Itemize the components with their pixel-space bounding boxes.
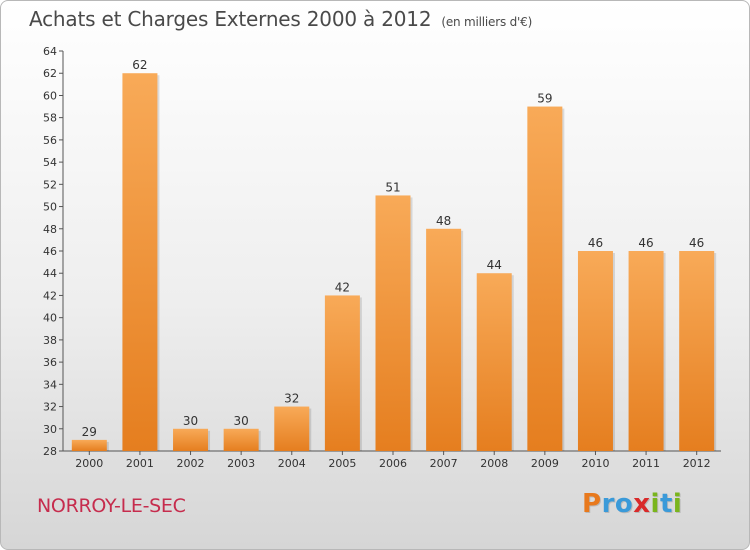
data-label: 29 <box>82 425 97 439</box>
data-label: 32 <box>284 392 299 406</box>
x-tick-label: 2000 <box>75 457 103 470</box>
y-tick-label: 54 <box>43 156 57 169</box>
bar <box>274 406 310 451</box>
bar <box>679 251 715 451</box>
bar <box>577 251 613 451</box>
y-tick-label: 58 <box>43 112 57 125</box>
y-tick-label: 44 <box>43 267 57 280</box>
x-tick-label: 2007 <box>430 457 458 470</box>
chart-title: Achats et Charges Externes 2000 à 2012 (e… <box>29 7 532 31</box>
x-tick-label: 2006 <box>379 457 407 470</box>
bars-group <box>71 73 717 452</box>
logo-letter: o <box>614 489 634 519</box>
y-tick-label: 60 <box>43 89 57 102</box>
x-tick-label: 2009 <box>531 457 559 470</box>
logo-letter: t <box>659 489 673 519</box>
x-tick-label: 2010 <box>581 457 609 470</box>
y-tick-label: 50 <box>43 201 57 214</box>
data-label: 48 <box>436 214 451 228</box>
x-tick-label: 2008 <box>480 457 508 470</box>
bar <box>476 273 512 451</box>
y-tick-label: 48 <box>43 223 57 236</box>
x-tick-label: 2004 <box>278 457 306 470</box>
bar <box>122 73 158 451</box>
bar <box>628 251 664 451</box>
logo-letter: x <box>633 489 651 519</box>
y-tick-label: 52 <box>43 178 57 191</box>
data-label: 46 <box>638 236 653 250</box>
y-tick-label: 28 <box>43 445 57 458</box>
data-label: 46 <box>588 236 603 250</box>
y-tick-label: 40 <box>43 312 57 325</box>
bar <box>375 195 411 451</box>
y-tick-label: 30 <box>43 423 57 436</box>
data-label: 46 <box>689 236 704 250</box>
logo-letter: i <box>650 489 660 519</box>
bar <box>426 228 462 451</box>
bar <box>223 428 259 451</box>
x-tick-label: 2002 <box>177 457 205 470</box>
x-tick-label: 2005 <box>328 457 356 470</box>
bar <box>71 439 107 451</box>
axes-group: 28 30 32 34 36 38 40 42 44 46 48 50 52 54 56 58 60 62 64 <box>43 45 721 458</box>
y-tick-label: 56 <box>43 134 57 147</box>
data-label: 30 <box>183 414 198 428</box>
y-tick-label: 34 <box>43 378 57 391</box>
y-tick-label: 64 <box>43 45 57 58</box>
y-tick-label: 46 <box>43 245 57 258</box>
y-tick-label: 36 <box>43 356 57 369</box>
y-tick-label: 32 <box>43 401 57 414</box>
bar <box>527 106 563 452</box>
town-name: NORROY-LE-SEC <box>37 495 186 517</box>
chart-unit-label: (en milliers d'€) <box>441 15 533 29</box>
data-label: 44 <box>487 258 502 272</box>
x-tick-label: 2003 <box>227 457 255 470</box>
logo-letter: i <box>672 489 683 519</box>
x-tick-label: 2001 <box>126 457 154 470</box>
data-label: 59 <box>537 92 552 106</box>
data-label: 51 <box>385 180 400 194</box>
data-label: 30 <box>234 414 249 428</box>
x-tick-label: 2011 <box>632 457 660 470</box>
labels-group: 29 2000 62 2001 30 2002 30 2003 32 2004 42 2005 51 20… <box>75 58 710 470</box>
x-tick-label: 2012 <box>683 457 711 470</box>
data-label: 62 <box>132 58 147 72</box>
y-tick-label: 38 <box>43 334 57 347</box>
chart-title-text: Achats et Charges Externes 2000 à 2012 <box>29 7 432 31</box>
y-tick-label: 62 <box>43 67 57 80</box>
logo-letter: P <box>582 489 602 519</box>
logo-letter: r <box>601 489 615 519</box>
bar <box>173 428 209 451</box>
data-label: 42 <box>335 280 350 294</box>
proxiti-logo: Proxiti <box>582 489 682 519</box>
bar <box>324 295 360 451</box>
y-tick-label: 42 <box>43 289 57 302</box>
